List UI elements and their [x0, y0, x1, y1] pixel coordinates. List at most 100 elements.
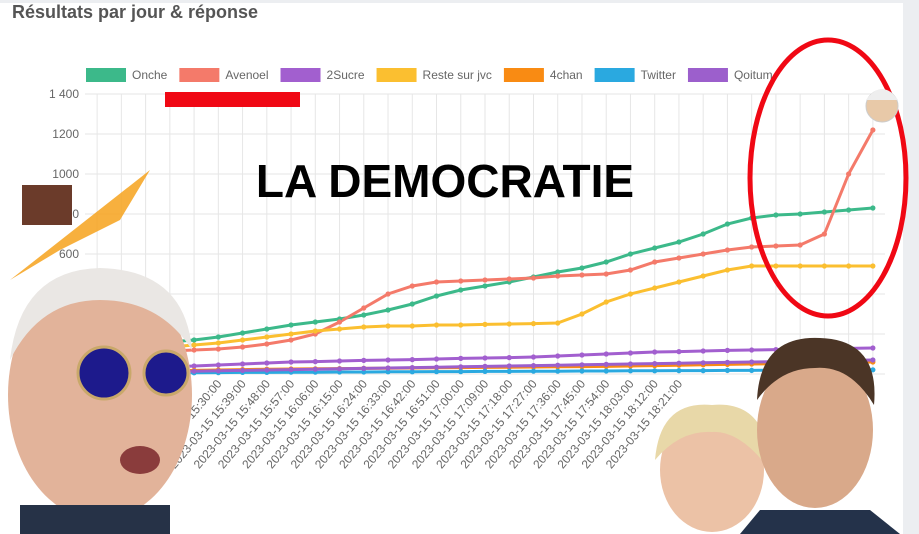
data-point [191, 337, 197, 343]
data-point [506, 363, 512, 369]
data-point [676, 279, 682, 285]
y-tick-label: 600 [59, 247, 79, 261]
data-point [264, 360, 270, 366]
data-point [627, 267, 634, 273]
data-point [627, 251, 634, 257]
data-point [700, 360, 706, 366]
data-point [312, 359, 318, 365]
legend-item: Onche [86, 68, 168, 82]
red-bar [165, 92, 300, 107]
data-point [603, 368, 609, 374]
data-point [627, 291, 634, 297]
data-point [724, 267, 731, 273]
data-point [458, 278, 464, 284]
data-point [652, 349, 658, 355]
data-point [627, 350, 634, 356]
data-point [239, 337, 246, 343]
legend-swatch [594, 68, 635, 82]
y-tick-label: 1 400 [49, 87, 79, 101]
data-point [555, 320, 561, 326]
data-point [724, 247, 731, 253]
data-point [336, 326, 343, 332]
data-point [312, 328, 318, 334]
data-point [433, 364, 440, 370]
annotation: LA DEMOCRATIE [256, 155, 634, 207]
data-point [361, 324, 367, 330]
data-point [870, 367, 876, 373]
legend-item: Qoitum [687, 68, 773, 82]
data-point [627, 361, 634, 367]
data-point [458, 364, 464, 370]
data-point [385, 357, 391, 363]
data-point [579, 311, 585, 317]
data-point [312, 366, 318, 372]
data-point [627, 368, 634, 374]
data-point [433, 322, 440, 328]
page-edge-top [0, 0, 919, 3]
data-point [724, 221, 731, 227]
data-point [264, 334, 270, 340]
data-point [191, 342, 197, 348]
face-left [8, 268, 192, 534]
legend-label: Twitter [641, 68, 676, 82]
data-point [336, 319, 343, 325]
data-point [264, 367, 270, 373]
data-point [385, 369, 391, 375]
data-point [312, 319, 318, 325]
data-point [191, 363, 197, 369]
data-point [821, 209, 827, 215]
data-point [724, 359, 731, 365]
data-point [846, 207, 852, 213]
page-edge [903, 0, 919, 534]
data-point [409, 369, 415, 375]
data-point [361, 369, 367, 375]
data-point [797, 242, 803, 248]
small-face-hair [866, 89, 898, 100]
data-point [264, 341, 270, 347]
data-point [239, 367, 246, 373]
data-point [797, 211, 803, 217]
data-point [676, 239, 682, 245]
data-point [361, 312, 367, 318]
data-point [700, 368, 706, 374]
data-point [361, 305, 367, 311]
data-point [700, 273, 706, 279]
data-point [409, 357, 415, 363]
data-point [700, 231, 706, 237]
legend-swatch [503, 68, 544, 82]
data-point [530, 275, 537, 281]
data-point [482, 355, 488, 361]
legend-label: 4chan [550, 68, 583, 82]
legend-swatch [86, 68, 126, 82]
data-point [530, 363, 537, 369]
data-point [555, 362, 561, 368]
data-point [433, 279, 440, 285]
data-point [555, 273, 561, 279]
data-point [797, 263, 803, 269]
data-point [652, 245, 658, 251]
legend-item: Reste sur jvc [376, 68, 492, 82]
data-point [773, 212, 779, 218]
data-point [724, 347, 731, 353]
data-point [191, 368, 197, 374]
y-tick-label: 1200 [52, 127, 79, 141]
data-point [433, 356, 440, 362]
data-point [749, 347, 755, 353]
plot: 0200400600800100012001 4002023-03-15 15:… [49, 68, 885, 471]
data-point [555, 353, 561, 359]
data-point [700, 251, 706, 257]
data-point [385, 365, 391, 371]
data-point [603, 299, 609, 305]
data-point [676, 360, 682, 366]
data-point [530, 368, 537, 374]
data-point [506, 368, 512, 374]
data-point [433, 369, 440, 375]
data-point [215, 346, 221, 352]
y-tick-label: 1000 [52, 167, 79, 181]
data-point [482, 283, 488, 289]
legend-label: Avenoel [225, 68, 268, 82]
data-point [749, 367, 755, 373]
data-point [482, 277, 488, 283]
data-point [749, 244, 755, 250]
